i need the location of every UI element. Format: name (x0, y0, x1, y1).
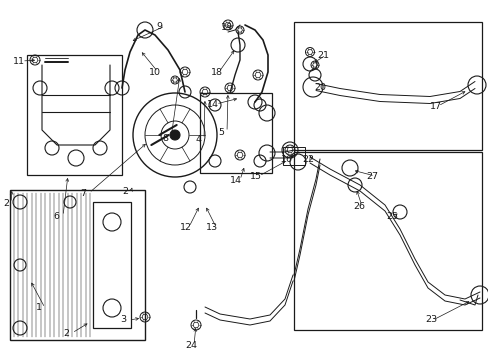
Circle shape (170, 130, 180, 140)
Text: 1: 1 (36, 303, 42, 312)
Text: 10: 10 (149, 68, 161, 77)
Bar (200, 93, 271, 173)
Text: 3: 3 (120, 315, 126, 324)
Bar (93, 202, 131, 328)
Text: 4: 4 (195, 135, 201, 144)
Text: 9: 9 (156, 22, 162, 31)
Text: 11: 11 (13, 57, 25, 66)
Text: 16: 16 (281, 154, 292, 163)
Text: 26: 26 (352, 202, 364, 211)
Bar (10, 190, 145, 340)
Bar (293, 22, 481, 150)
Text: 17: 17 (429, 102, 441, 111)
Text: 8: 8 (162, 134, 168, 143)
Text: 13: 13 (205, 222, 218, 231)
Text: 2: 2 (3, 198, 9, 207)
Text: 5: 5 (218, 127, 224, 136)
Text: 14: 14 (229, 176, 242, 185)
Bar (283, 147, 305, 165)
Text: 20: 20 (313, 82, 325, 91)
Text: 22: 22 (302, 154, 313, 163)
Text: 27: 27 (365, 171, 377, 180)
Text: 6: 6 (53, 212, 59, 220)
Text: 2: 2 (63, 328, 69, 338)
Text: 7: 7 (80, 189, 86, 198)
Text: 19: 19 (221, 23, 232, 32)
Text: 2: 2 (122, 186, 128, 195)
Text: 25: 25 (385, 212, 397, 220)
Bar (293, 152, 481, 330)
Text: 15: 15 (249, 171, 262, 180)
Text: 23: 23 (424, 315, 436, 324)
Bar (27, 55, 122, 175)
Text: 24: 24 (184, 341, 197, 350)
Text: 21: 21 (316, 50, 328, 59)
Text: 14: 14 (206, 99, 219, 108)
Text: 12: 12 (180, 222, 192, 231)
Text: 18: 18 (210, 68, 223, 77)
